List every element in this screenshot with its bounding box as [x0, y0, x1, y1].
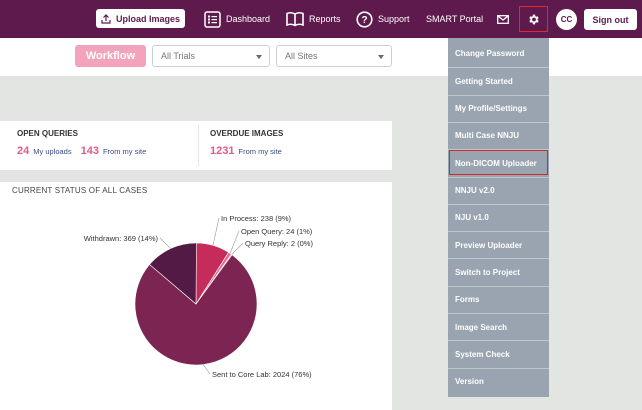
help-circle-icon: ? [356, 10, 373, 28]
nav-reports-label: Reports [309, 14, 341, 24]
label-in-process: In Process: 238 (9%) [221, 214, 292, 223]
upload-images-label: Upload Images [115, 13, 180, 24]
leader-line [231, 242, 244, 255]
settings-button[interactable] [519, 6, 548, 32]
chart-title: CURRENT STATUS OF ALL CASES [12, 186, 148, 195]
reports-book-icon [286, 12, 304, 27]
menu-item-non-dicom-uploader[interactable]: Non-DICOM Uploader [448, 149, 549, 176]
nav-support[interactable]: ? Support [356, 0, 410, 38]
open-my-uploads-label[interactable]: My uploads [33, 147, 72, 156]
nav-smart-portal-label: SMART Portal [426, 14, 484, 24]
chevron-down-icon [256, 55, 262, 59]
label-open-query: Open Query: 24 (1%) [241, 227, 313, 236]
menu-item-getting-started[interactable]: Getting Started [448, 67, 549, 94]
overdue-images-title: OVERDUE IMAGES [210, 129, 284, 138]
sites-select[interactable]: All Sites [276, 45, 392, 67]
leader-line [212, 217, 220, 246]
trials-select[interactable]: All Trials [152, 45, 270, 67]
open-my-uploads-count[interactable]: 24 [17, 145, 30, 157]
nav-smart-portal[interactable]: SMART Portal [426, 0, 483, 38]
settings-dropdown-menu: Change Password Getting Started My Profile… [448, 38, 549, 397]
upload-icon [101, 13, 111, 24]
open-from-site-count[interactable]: 143 [80, 145, 99, 157]
case-status-chart-card: CURRENT STATUS OF ALL CASES Sent to Core… [0, 182, 392, 410]
open-from-site-label[interactable]: From my site [102, 147, 147, 156]
leader-line [159, 237, 171, 249]
upload-images-button[interactable]: Upload Images [96, 9, 185, 28]
user-avatar[interactable]: CC [556, 9, 577, 30]
chevron-down-icon [378, 55, 384, 59]
card-divider [198, 125, 199, 166]
nav-dashboard[interactable]: Dashboard [204, 0, 270, 38]
label-sent-to-core-lab: Sent to Core Lab: 2024 (76%) [212, 370, 312, 379]
menu-item-switch-to-project[interactable]: Switch to Project [448, 258, 549, 285]
menu-item-nju-v1-0[interactable]: NJU v1.0 [448, 203, 549, 231]
sign-out-button[interactable]: Sign out [584, 9, 637, 30]
menu-item-system-check[interactable]: System Check [448, 340, 549, 367]
workflow-button[interactable]: Workflow [75, 45, 146, 67]
menu-item-multi-case-nnju[interactable]: Multi Case NNJU [448, 121, 549, 149]
overdue-images-row: 1231 From my site [210, 145, 282, 157]
menu-item-my-profile-settings[interactable]: My Profile/Settings [448, 94, 549, 122]
svg-text:?: ? [361, 15, 367, 26]
open-queries-row: 24 My uploads 143 From my site [17, 145, 146, 157]
menu-item-nnju-v2-0[interactable]: NNJU v2.0 [448, 176, 549, 204]
open-queries-title: OPEN QUERIES [17, 129, 78, 138]
gear-icon [529, 14, 539, 24]
dashboard-icon [204, 10, 221, 28]
overdue-from-site-label[interactable]: From my site [238, 147, 282, 156]
leader-line [202, 364, 211, 375]
sites-select-value: All Sites [285, 51, 318, 61]
queries-summary-card: OPEN QUERIES 24 My uploads 143 From my s… [0, 121, 392, 170]
nav-reports[interactable]: Reports [286, 0, 341, 38]
nav-support-label: Support [378, 14, 410, 24]
nav-dashboard-label: Dashboard [226, 14, 271, 24]
menu-item-image-search[interactable]: Image Search [448, 313, 549, 340]
leader-line [229, 230, 240, 254]
label-withdrawn: Withdrawn: 369 (14%) [84, 234, 159, 243]
menu-item-forms[interactable]: Forms [448, 285, 549, 313]
mail-icon [497, 14, 509, 24]
messages-button[interactable] [497, 0, 509, 38]
top-nav-bar: Upload Images Dashboard Reports ? Suppor… [0, 0, 642, 38]
menu-item-preview-uploader[interactable]: Preview Uploader [448, 231, 549, 258]
menu-item-version[interactable]: Version [448, 367, 549, 395]
menu-item-change-password[interactable]: Change Password [455, 49, 525, 58]
pie-slice[interactable] [149, 242, 197, 305]
pie-slice[interactable] [134, 254, 258, 366]
label-query-reply: Query Reply: 2 (0%) [245, 239, 313, 248]
trials-select-value: All Trials [161, 51, 196, 61]
pie-chart: Sent to Core Lab: 2024 (76%) Withdrawn: 3… [84, 214, 314, 379]
overdue-count[interactable]: 1231 [210, 145, 235, 157]
